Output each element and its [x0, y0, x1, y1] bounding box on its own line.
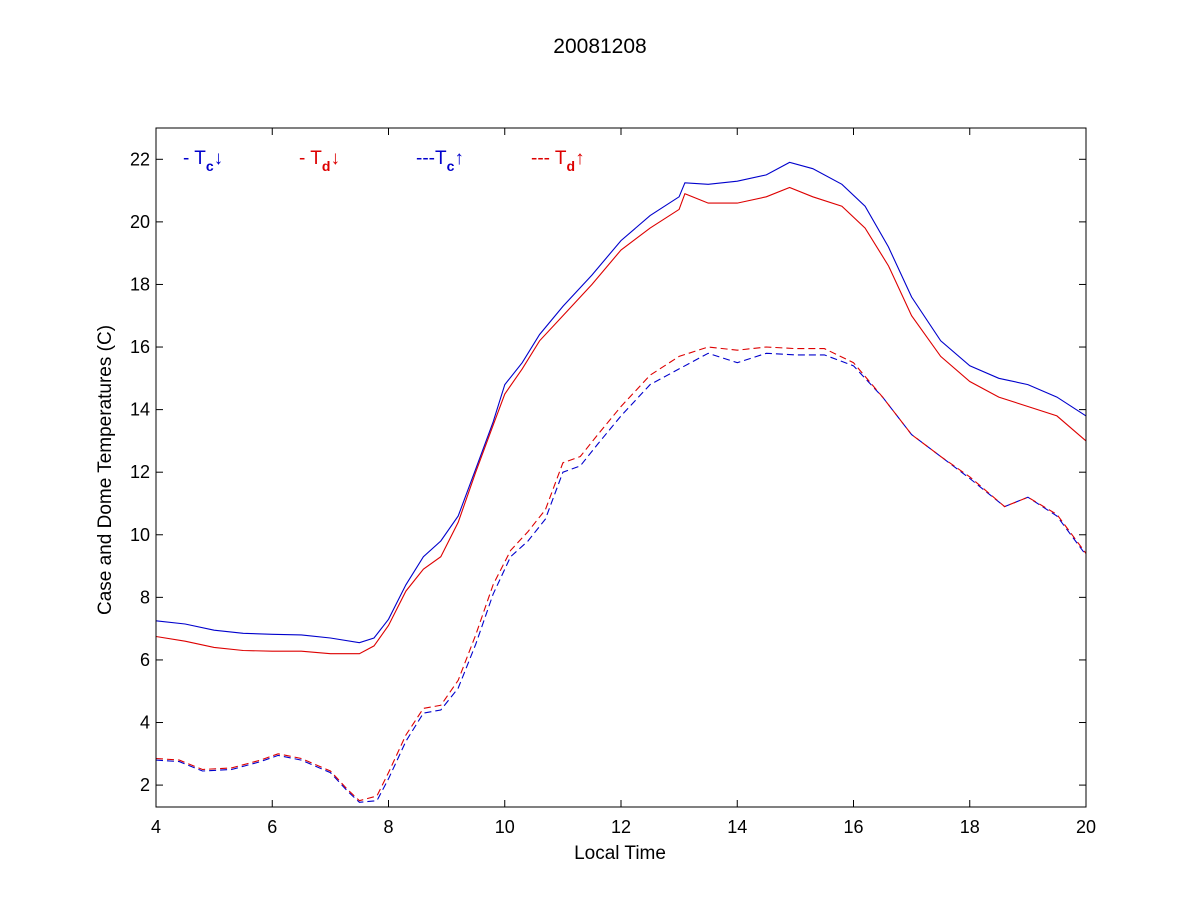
plot-area: [156, 128, 1086, 807]
legend: - Tc↓ - Td↓ ---Tc↑ --- Td↑: [183, 148, 585, 174]
x-tick-label: 16: [843, 817, 863, 837]
x-tick-label: 6: [267, 817, 277, 837]
y-tick-label: 2: [140, 775, 150, 795]
x-axis-label: Local Time: [574, 843, 666, 864]
legend-entry-Td_down: - Td↓: [299, 148, 340, 174]
x-tick-label: 10: [495, 817, 515, 837]
legend-entry-Tc_down: - Tc↓: [183, 148, 223, 174]
y-tick-label: 18: [130, 274, 150, 294]
series-line-Tc_up: [155, 352, 1087, 803]
y-tick-label: 6: [140, 650, 150, 670]
x-axis: 4 6 8 10 12 14 16 18 20: [151, 128, 1096, 837]
y-axis-label: Case and Dome Temperatures (C): [95, 325, 116, 615]
y-tick-label: 12: [130, 462, 150, 482]
y-axis: 2 4 6 8 10 12 14 16 18 20 22: [130, 149, 1086, 795]
x-tick-label: 14: [727, 817, 747, 837]
series-line-Tc_down: [155, 161, 1087, 644]
series-line-Td_down: [155, 186, 1087, 655]
legend-entry-Tc_up: ---Tc↑: [416, 148, 464, 174]
y-tick-label: 4: [140, 713, 150, 733]
x-tick-label: 8: [383, 817, 393, 837]
x-tick-label: 18: [960, 817, 980, 837]
chart-title: 20081208: [553, 35, 646, 58]
y-tick-label: 16: [130, 337, 150, 357]
legend-entry-Td_up: --- Td↑: [531, 148, 585, 174]
y-tick-label: 8: [140, 587, 150, 607]
x-tick-label: 12: [611, 817, 631, 837]
series-line-Td_up: [155, 346, 1087, 802]
y-tick-label: 10: [130, 525, 150, 545]
x-tick-label: 20: [1076, 817, 1096, 837]
series-layer: [155, 161, 1087, 803]
y-tick-label: 22: [130, 149, 150, 169]
y-tick-label: 20: [130, 212, 150, 232]
y-tick-label: 14: [130, 400, 150, 420]
x-tick-label: 4: [151, 817, 161, 837]
